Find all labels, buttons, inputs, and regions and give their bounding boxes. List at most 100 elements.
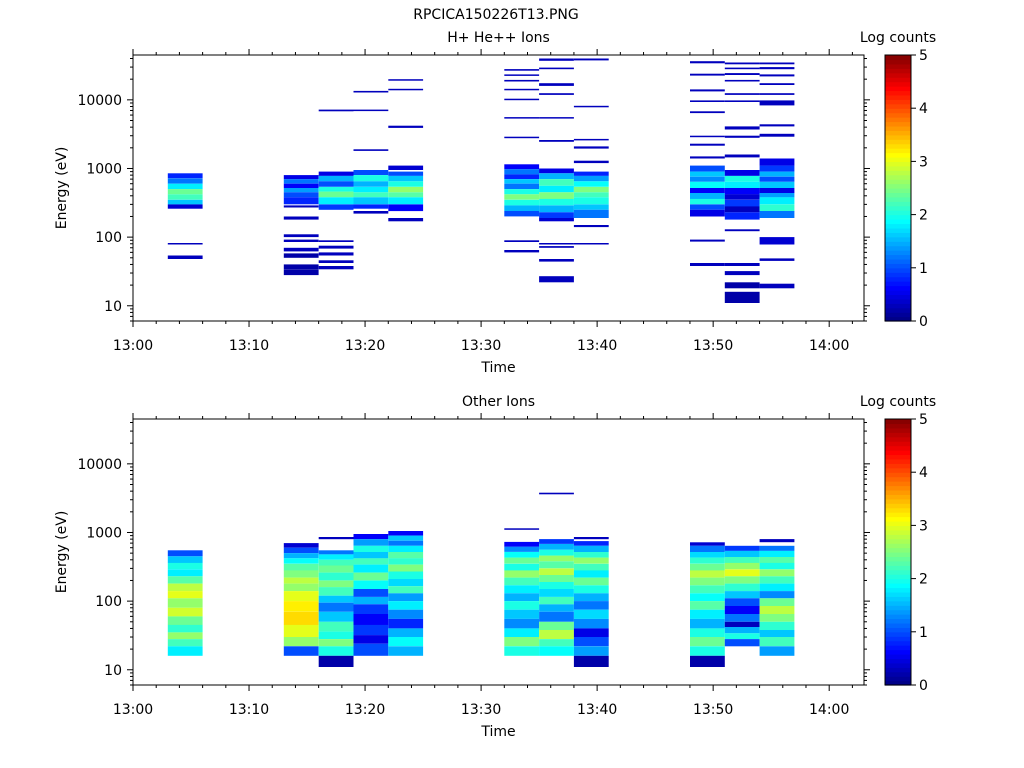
colorbar: 0 1 2 3 4 5 Log counts [860,30,936,330]
x-tick-label: 13:00 [113,702,153,718]
colorbar-swatch [885,636,911,642]
colorbar-swatch [885,569,911,575]
data-cell-3-7 [318,204,354,210]
colorbar-tick-label: 4 [919,465,928,481]
data-cell-7-3 [539,179,574,186]
data-cell-10-19 [724,79,760,82]
colorbar-swatch [885,476,911,482]
data-cell-10-14 [724,633,760,640]
data-cell-8-15 [573,58,609,61]
colorbar-swatch [885,254,911,260]
data-cell-11-11 [759,606,795,614]
data-cell-11-15 [759,637,795,647]
data-cell-6-16 [504,88,540,91]
data-cell-11-16 [759,646,795,656]
x-tick-label: 13:50 [693,338,733,354]
colorbar-swatch [885,467,911,473]
data-cell-6-7 [504,570,540,578]
data-cell-5-4 [388,545,424,552]
data-cell-2-1 [283,175,319,180]
data-cell-9-1 [690,542,725,546]
data-cell-7-17 [539,83,574,86]
data-cell-10-15 [724,135,760,138]
y-axis-label: Energy (eV) [54,147,70,230]
data-cell-10-7 [724,583,760,592]
data-cell-5-10 [388,586,424,594]
colorbar-swatch [885,232,911,238]
data-cell-11-12 [759,258,795,261]
data-cell-7-6 [539,198,574,206]
data-cell-10-20 [724,73,760,75]
data-cell-9-16 [690,655,725,667]
data-cell-9-19 [690,61,725,64]
data-cell-8-4 [573,186,609,193]
data-cell-11-10 [759,211,795,218]
colorbar-tick-label: 3 [919,154,928,170]
data-cell-11-14 [759,630,795,637]
data-cell-10-7 [724,206,760,213]
data-cell-4-14 [353,635,389,644]
spectrogram-panel-2: 13:00 13:10 13:20 13:30 13:40 13:50 14:0010100… [54,394,936,740]
data-cell-3-6 [318,572,354,581]
data-cell-8-13 [573,618,609,629]
x-tick-label: 13:40 [577,702,617,718]
colorbar-swatch [885,63,911,69]
data-cell-6-1 [504,528,540,530]
data-cell-8-13 [573,138,609,141]
x-tick-label: 13:00 [113,338,153,354]
colorbar-swatch [885,258,911,264]
colorbar-swatch [885,241,911,247]
data-cell-10-13 [724,291,760,303]
data-cell-5-3 [388,175,424,182]
data-cell-7-15 [539,630,574,640]
x-tick-label: 13:40 [577,338,617,354]
colorbar-swatch [885,454,911,460]
colorbar-swatch [885,86,911,92]
colorbar-swatch [885,307,911,313]
data-cell-3-2 [318,550,354,555]
data-cell-10-9 [724,598,760,606]
x-tick-label: 13:30 [461,702,501,718]
data-cell-7-3 [539,544,574,550]
data-cell-8-1 [573,171,609,176]
data-cell-9-2 [690,171,725,177]
y-tick-label: 100 [95,594,122,610]
data-cell-5-8 [388,571,424,579]
data-cell-10-11 [724,271,760,276]
data-cell-2-9 [283,591,319,602]
data-cell-10-8 [724,591,760,599]
data-cell-4-3 [353,181,389,187]
data-cell-4-7 [353,204,389,209]
data-cell-4-5 [353,192,389,198]
colorbar-swatch [885,245,911,251]
colorbar-swatch [885,165,911,171]
data-cell-9-3 [690,552,725,558]
data-cell-6-7 [504,194,540,200]
colorbar-swatch [885,294,911,300]
data-cell-6-5 [504,557,540,564]
data-cell-10-21 [724,67,760,70]
data-cell-10-18 [724,93,760,95]
data-cell-8-3 [573,545,609,552]
colorbar-swatch [885,219,911,225]
data-cell-7-11 [539,246,574,248]
colorbar-swatch [885,667,911,673]
y-tick-label: 10 [104,663,122,679]
data-cell-9-15 [690,111,725,114]
data-cell-3-2 [318,175,354,182]
colorbar-swatch [885,556,911,562]
data-cell-3-12 [318,621,354,632]
data-cell-4-10 [353,109,389,112]
data-cell-2-3 [283,553,319,559]
data-cell-11-4 [759,557,795,563]
data-cell-10-22 [724,62,760,65]
data-cell-8-11 [573,160,609,164]
data-cell-11-9 [759,204,795,212]
data-cell-2-6 [283,570,319,578]
colorbar-swatch [885,538,911,544]
data-cell-4-4 [353,552,389,559]
data-cell-4-10 [353,597,389,605]
data-cell-2-6 [283,197,319,205]
data-cell-7-12 [539,604,574,612]
data-cell-11-5 [759,562,795,570]
